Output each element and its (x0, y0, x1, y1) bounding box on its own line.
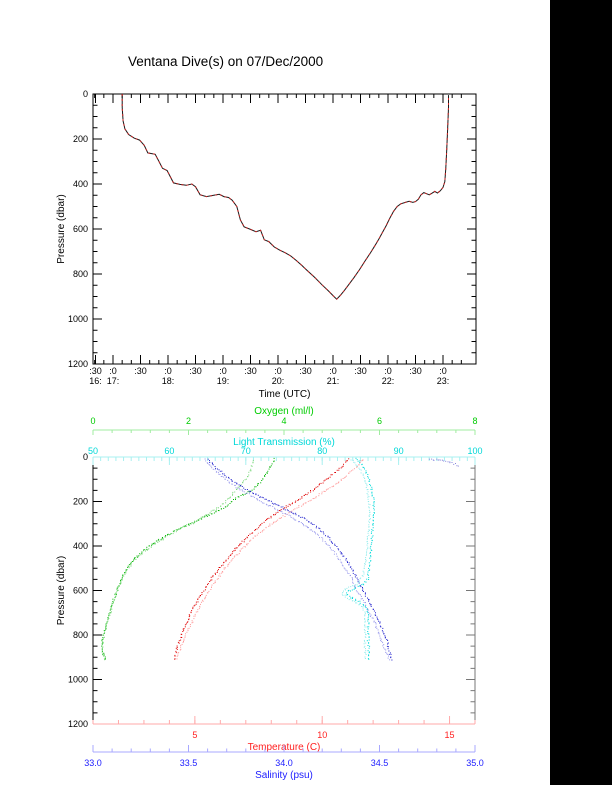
svg-text:5: 5 (192, 730, 197, 740)
svg-text:19:: 19: (217, 376, 230, 386)
light-transmission-ascent-trace (341, 459, 371, 659)
svg-text:800: 800 (73, 630, 88, 640)
svg-text::30: :30 (244, 366, 257, 376)
svg-text::0: :0 (439, 366, 447, 376)
svg-text:22:: 22: (382, 376, 395, 386)
svg-text:10: 10 (317, 730, 327, 740)
oxygen-descent-trace (101, 457, 275, 660)
svg-text:23:: 23: (437, 376, 450, 386)
svg-text:Pressure (dbar): Pressure (dbar) (56, 194, 67, 263)
salinity-descent-trace (207, 458, 393, 661)
svg-text:20:: 20: (272, 376, 285, 386)
svg-text:0: 0 (90, 416, 95, 426)
dive-depth-profile-line (121, 94, 449, 300)
oxygen-ascent-trace (101, 459, 254, 661)
svg-text:Time (UTC): Time (UTC) (259, 389, 311, 400)
svg-text:33.5: 33.5 (180, 758, 198, 768)
svg-text:600: 600 (73, 224, 88, 234)
svg-text:Oxygen (ml/l): Oxygen (ml/l) (254, 406, 313, 417)
svg-text:34.5: 34.5 (371, 758, 389, 768)
profiles-pressure-plot: 0 200 400 600 800 1000 1200 Pressure (dbar) 0 2 4 6… (56, 406, 484, 781)
svg-text:Light Transmission (%): Light Transmission (%) (233, 437, 335, 448)
svg-text:60: 60 (164, 446, 174, 456)
svg-text:0: 0 (83, 452, 88, 462)
svg-text::30: :30 (299, 366, 312, 376)
light-transmission-descent-trace (346, 457, 375, 660)
svg-text:18:: 18: (162, 376, 175, 386)
svg-text:Salinity (psu): Salinity (psu) (255, 770, 313, 781)
svg-text:2: 2 (186, 416, 191, 426)
svg-text:70: 70 (241, 446, 251, 456)
svg-text:50: 50 (88, 446, 98, 456)
svg-text::30: :30 (354, 366, 367, 376)
svg-text:1200: 1200 (68, 359, 88, 369)
svg-text:8: 8 (472, 416, 477, 426)
svg-text:200: 200 (73, 497, 88, 507)
svg-text:600: 600 (73, 586, 88, 596)
salinity-surface-noise-trace (428, 458, 459, 467)
svg-text:80: 80 (317, 446, 327, 456)
salinity-ascent-trace (204, 458, 391, 661)
svg-text:21:: 21: (327, 376, 340, 386)
svg-text:6: 6 (377, 416, 382, 426)
svg-text::0: :0 (109, 366, 117, 376)
svg-text:1200: 1200 (68, 719, 88, 729)
svg-text:200: 200 (73, 134, 88, 144)
svg-text::0: :0 (384, 366, 392, 376)
svg-text:1000: 1000 (68, 675, 88, 685)
svg-text:4: 4 (281, 416, 286, 426)
svg-text:0: 0 (83, 89, 88, 99)
svg-text:34.0: 34.0 (275, 758, 293, 768)
svg-text::0: :0 (219, 366, 227, 376)
svg-text::30: :30 (189, 366, 202, 376)
svg-text:33.0: 33.0 (84, 758, 102, 768)
svg-text:1000: 1000 (68, 314, 88, 324)
time-pressure-plot: 020040060080010001200:3016::017::30:018:… (56, 89, 477, 400)
dive-depth-profile-overlay (121, 94, 449, 300)
svg-text::0: :0 (164, 366, 172, 376)
svg-text:Pressure (dbar): Pressure (dbar) (56, 556, 67, 625)
temperature-ascent-trace (176, 459, 364, 660)
svg-text:16:: 16: (89, 376, 102, 386)
temperature-descent-trace (174, 458, 350, 660)
svg-text:100: 100 (467, 446, 482, 456)
page-title: Ventana Dive(s) on 07/Dec/2000 (128, 54, 324, 69)
svg-text::30: :30 (89, 366, 102, 376)
svg-text::0: :0 (274, 366, 282, 376)
svg-text:90: 90 (394, 446, 404, 456)
svg-text:400: 400 (73, 541, 88, 551)
svg-text::30: :30 (134, 366, 147, 376)
svg-text:400: 400 (73, 179, 88, 189)
svg-text:17:: 17: (107, 376, 120, 386)
black-side-strip (550, 0, 612, 785)
svg-text:800: 800 (73, 269, 88, 279)
svg-text::0: :0 (329, 366, 337, 376)
svg-text:15: 15 (445, 730, 455, 740)
svg-text:35.0: 35.0 (466, 758, 484, 768)
svg-text::30: :30 (409, 366, 422, 376)
